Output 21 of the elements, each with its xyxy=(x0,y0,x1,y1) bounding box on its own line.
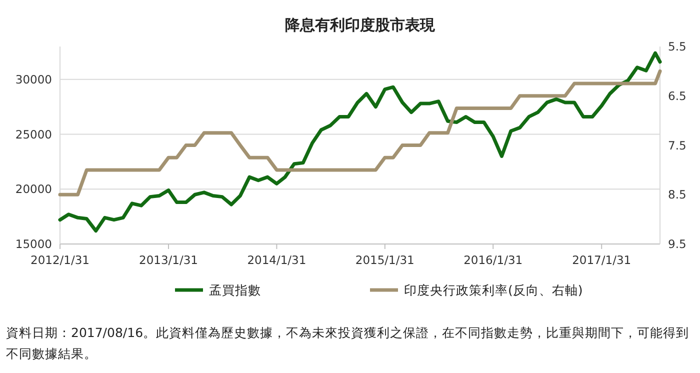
y2-tick-label: 5.5 xyxy=(668,40,686,54)
chart-title: 降息有利印度股市表現 xyxy=(285,16,436,34)
y2-tick-label: 7.5 xyxy=(668,138,686,152)
legend-label: 印度央行政策利率(反向、右軸) xyxy=(404,282,583,298)
y-tick-label: 25000 xyxy=(15,127,52,142)
y-tick-label: 20000 xyxy=(15,182,52,196)
y-tick-label: 15000 xyxy=(15,237,52,251)
x-tick-label: 2017/1/31 xyxy=(572,253,632,267)
x-tick-label: 2016/1/31 xyxy=(464,253,523,267)
x-tick-label: 2015/1/31 xyxy=(355,253,414,267)
y2-tick-label: 9.5 xyxy=(668,237,686,251)
x-tick-label: 2012/1/31 xyxy=(30,253,90,267)
y-tick-label: 30000 xyxy=(15,72,52,86)
x-tick-label: 2014/1/31 xyxy=(247,253,306,267)
y2-tick-label: 6.5 xyxy=(668,88,686,103)
legend-label: 孟買指數 xyxy=(209,282,261,298)
line-series xyxy=(58,69,662,196)
line-series xyxy=(58,51,662,233)
x-tick-label: 2013/1/31 xyxy=(139,253,198,267)
y2-tick-label: 8.5 xyxy=(668,188,686,202)
text: 資料日期：2017/08/16。此資料僅為歷史數據，不為未來投資獲利之保證，在不同指數走勢，比重與期間下，可能得到不同數據結果。 xyxy=(6,324,690,363)
